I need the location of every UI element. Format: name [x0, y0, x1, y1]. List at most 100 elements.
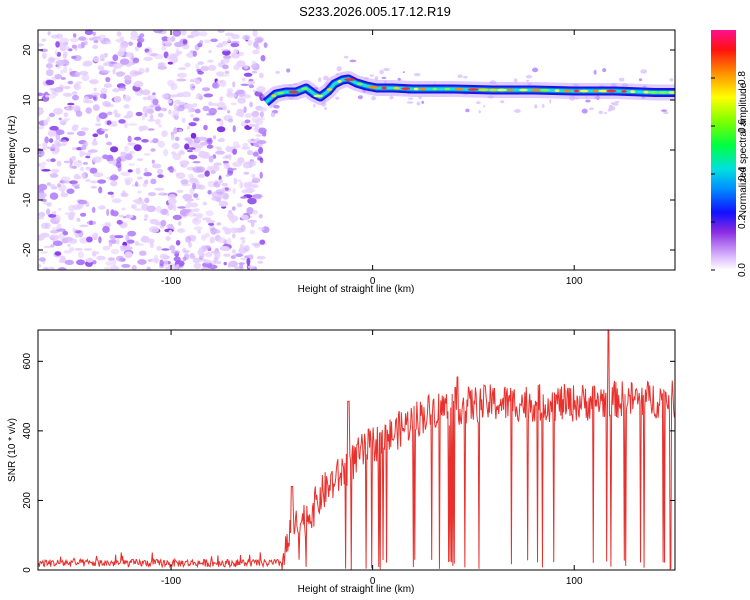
noise-blob	[60, 176, 71, 181]
noise-blob	[253, 195, 262, 200]
noise-blob	[167, 54, 177, 62]
noise-blob	[153, 54, 164, 60]
noise-blob	[243, 72, 253, 77]
noise-blob	[53, 107, 64, 115]
noise-blob	[161, 248, 170, 251]
ridge-hotspot	[573, 89, 580, 93]
noise-blob	[184, 143, 190, 150]
ridge-hotspot	[539, 88, 551, 92]
noise-blob	[38, 43, 44, 47]
noise-blob	[143, 56, 153, 61]
noise-blob	[93, 87, 97, 92]
noise-blob	[136, 41, 143, 48]
ridge-speckle	[661, 109, 668, 112]
noise-blob	[239, 262, 243, 269]
noise-blob	[95, 251, 100, 255]
noise-blob	[159, 253, 168, 260]
snr-xtick-label: -100	[161, 576, 181, 587]
noise-blob	[161, 40, 165, 46]
noise-blob	[258, 214, 263, 219]
noise-blob	[189, 79, 194, 82]
noise-blob	[48, 112, 56, 118]
noise-blob	[155, 205, 162, 213]
noise-blob	[197, 61, 204, 65]
ridge-speckle	[608, 105, 616, 111]
noise-blob	[218, 200, 229, 207]
noise-blob	[160, 191, 164, 196]
noise-blob	[232, 188, 236, 195]
noise-blob	[59, 37, 70, 43]
noise-blob	[144, 197, 150, 204]
noise-blob	[93, 172, 104, 178]
ridge-speckle	[604, 111, 607, 115]
noise-blob	[216, 126, 226, 133]
noise-blob	[256, 86, 266, 93]
noise-blob	[248, 84, 254, 89]
ridge-speckle	[500, 100, 505, 104]
noise-blob	[108, 160, 116, 164]
noise-blob	[243, 171, 250, 175]
noise-blob	[228, 118, 234, 123]
noise-blob	[246, 207, 254, 215]
noise-blob	[182, 247, 187, 254]
noise-blob	[184, 198, 194, 202]
noise-blob	[38, 257, 46, 262]
noise-blob	[182, 256, 187, 262]
noise-blob	[164, 40, 172, 48]
noise-blob	[223, 55, 232, 60]
noise-blob	[102, 245, 111, 251]
ridge-speckle	[344, 55, 349, 59]
noise-blob	[142, 96, 148, 101]
noise-blob	[135, 243, 144, 246]
noise-blob	[134, 181, 139, 187]
noise-blob	[192, 182, 196, 190]
noise-blob	[180, 179, 189, 185]
noise-blob	[41, 38, 47, 42]
noise-blob	[169, 245, 176, 251]
ridge-hotspot	[579, 89, 589, 93]
noise-blob	[61, 189, 65, 196]
ridge-hotspot	[621, 90, 627, 93]
noise-blob	[237, 179, 242, 183]
noise-blob	[65, 105, 70, 110]
noise-blob	[190, 132, 197, 139]
spectrogram-xtick-label: 100	[566, 276, 583, 287]
noise-blob	[157, 174, 164, 179]
noise-blob	[114, 235, 124, 239]
noise-blob	[170, 133, 175, 141]
noise-blob	[60, 77, 66, 80]
noise-blob	[43, 245, 53, 249]
noise-blob	[217, 30, 225, 33]
noise-blob	[247, 149, 254, 156]
noise-blob	[40, 192, 47, 198]
noise-blob	[192, 166, 202, 173]
noise-blob	[106, 208, 110, 216]
noise-blob	[74, 175, 82, 180]
ridge-speckle	[421, 100, 425, 104]
noise-blob	[201, 151, 211, 159]
noise-blob	[112, 175, 119, 180]
noise-blob	[66, 132, 75, 135]
ridge-speckle	[324, 107, 328, 110]
noise-blob	[114, 113, 121, 118]
noise-blob	[207, 190, 212, 195]
noise-blob	[222, 192, 229, 200]
noise-blob	[93, 96, 97, 101]
noise-blob	[79, 224, 89, 228]
noise-blob	[98, 186, 103, 194]
noise-blob	[252, 30, 258, 37]
noise-blob	[91, 250, 97, 257]
noise-blob	[224, 227, 232, 235]
noise-blob	[85, 166, 91, 171]
ridge-speckle	[589, 107, 594, 111]
noise-blob	[99, 93, 107, 99]
noise-blob	[63, 236, 74, 242]
noise-blob	[112, 54, 119, 62]
noise-blob	[144, 218, 148, 221]
noise-blob	[134, 136, 142, 141]
noise-blob	[258, 117, 266, 121]
noise-blob	[141, 89, 151, 96]
noise-blob	[123, 95, 131, 102]
noise-blob	[185, 236, 192, 243]
noise-blob	[123, 121, 128, 129]
